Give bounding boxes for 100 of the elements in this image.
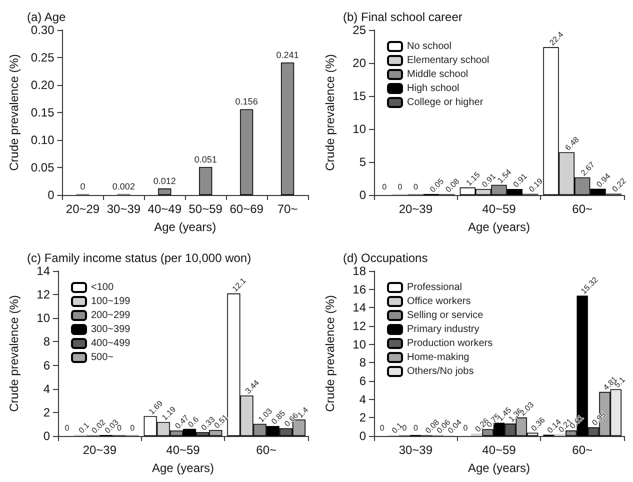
x-tick-label: 30~39 (106, 202, 141, 216)
data-label: 0.051 (194, 154, 217, 164)
data-label: 0.22 (610, 176, 628, 194)
y-tick-label: 0.30 (30, 23, 55, 37)
data-label: 0.6 (186, 414, 201, 430)
x-tick-label: 40~59 (482, 202, 516, 216)
data-label: 0 (380, 424, 385, 432)
x-tick-label: 30~39 (398, 443, 433, 457)
y-tick-label: 0.05 (30, 160, 55, 174)
y-tick-label: 4 (359, 392, 366, 406)
data-label: 0.91 (511, 171, 530, 190)
y-tick-label: 6 (43, 358, 50, 372)
data-label: 0.241 (276, 50, 299, 60)
y-axis-title: Crude prevalence (%) (323, 295, 337, 412)
data-label: 1.69 (147, 398, 165, 416)
y-tick-label: 12 (352, 319, 366, 333)
y-tick-label: 10 (352, 337, 366, 352)
x-axis-title: Age (years) (468, 220, 530, 234)
legend-label: Professional (407, 282, 462, 293)
y-tick-label: 16 (352, 282, 366, 296)
x-axis-title: Age (years) (152, 461, 214, 475)
legend-label: 500~ (91, 352, 114, 363)
data-label: 0 (398, 182, 403, 192)
x-tick-label: 20~39 (82, 443, 117, 457)
bar (280, 62, 294, 195)
legend-label: Others/No jobs (407, 366, 474, 377)
data-label: 0 (413, 182, 418, 192)
x-tick-label: 40~59 (482, 443, 516, 457)
data-label: 0.08 (444, 176, 462, 194)
data-label: 0 (402, 424, 408, 432)
legend-label: 300~399 (91, 324, 131, 335)
data-label: 0.1 (76, 420, 92, 436)
y-tick-label: 0.15 (30, 106, 55, 120)
data-label: 0.95 (590, 410, 608, 428)
legend-label: No school (407, 41, 452, 52)
chart-title: (d) Occupations (343, 251, 428, 265)
y-tick-label: 0.25 (30, 50, 55, 64)
legend-label: High school (407, 83, 460, 94)
x-tick-label: 20~39 (398, 202, 433, 216)
y-tick-label: 0 (43, 429, 50, 443)
legend-label: <100 (91, 282, 114, 293)
data-label: 12.1 (230, 276, 248, 294)
y-tick-label: 18 (352, 264, 366, 278)
y-tick-label: 2 (359, 410, 366, 425)
y-tick-label: 14 (352, 300, 366, 315)
data-label: 0 (463, 424, 468, 432)
y-tick-label: 8 (43, 334, 50, 349)
x-axis-title: Age (years) (154, 220, 216, 234)
y-tick-label: 10 (352, 122, 366, 136)
legend-label: 100~199 (91, 296, 131, 307)
legend-label: Selling or service (407, 310, 484, 321)
data-label: 0 (80, 182, 86, 192)
y-tick-label: 25 (352, 23, 366, 37)
legend-label: 400~499 (91, 338, 131, 349)
data-label: 0 (130, 424, 136, 432)
y-axis-title: Crude prevalence (%) (7, 54, 21, 171)
x-tick-label: 60~ (256, 443, 277, 457)
y-tick-label: 4 (43, 382, 50, 396)
y-tick-label: 14 (36, 264, 50, 278)
bar (240, 109, 254, 195)
y-tick-label: 5 (359, 155, 366, 169)
legend-label: Middle school (407, 69, 468, 80)
data-label: 0 (64, 424, 70, 432)
x-tick-label: 70~ (277, 202, 298, 216)
data-label: 0 (117, 424, 122, 432)
legend-label: 200~299 (91, 310, 131, 321)
x-tick-label: 40~49 (148, 202, 182, 216)
x-tick-label: 50~59 (188, 202, 223, 216)
chart-title: (c) Family income status (per 10,000 won) (27, 251, 252, 265)
chart-title: (a) Age (27, 10, 66, 24)
data-label: 0.002 (112, 181, 135, 192)
x-axis-title: Age (years) (468, 461, 530, 475)
y-axis-title: Crude prevalence (%) (323, 54, 337, 171)
y-tick-label: 6 (359, 374, 366, 388)
x-tick-label: 60~69 (230, 202, 264, 216)
legend-label: Elementary school (407, 55, 490, 66)
y-tick-label: 8 (359, 356, 366, 370)
bar (158, 188, 172, 195)
data-label: 0.012 (153, 176, 176, 186)
data-label: 0.19 (527, 176, 545, 194)
x-tick-label: 40~59 (166, 443, 200, 457)
y-tick-label: 0 (359, 188, 366, 202)
x-tick-label: 60~ (572, 443, 593, 457)
y-tick-label: 0 (359, 429, 366, 443)
x-tick-label: 20~29 (66, 202, 100, 216)
legend-label: Primary industry (407, 324, 480, 335)
data-label: 6.48 (563, 134, 582, 152)
data-label: 0.36 (529, 415, 548, 433)
x-tick-label: 60~ (572, 202, 593, 216)
data-label: 0.94 (594, 171, 613, 189)
y-tick-label: 20 (352, 56, 366, 70)
data-label: 0.91 (480, 171, 498, 190)
y-tick-label: 2 (43, 405, 50, 420)
legend-label: Production workers (407, 338, 493, 349)
y-tick-label: 0 (48, 188, 55, 202)
bar (199, 166, 212, 195)
y-tick-label: 10 (36, 311, 50, 326)
data-label: 0.156 (235, 96, 258, 107)
y-tick-label: 0.10 (30, 133, 55, 147)
legend-label: Office workers (407, 296, 471, 307)
